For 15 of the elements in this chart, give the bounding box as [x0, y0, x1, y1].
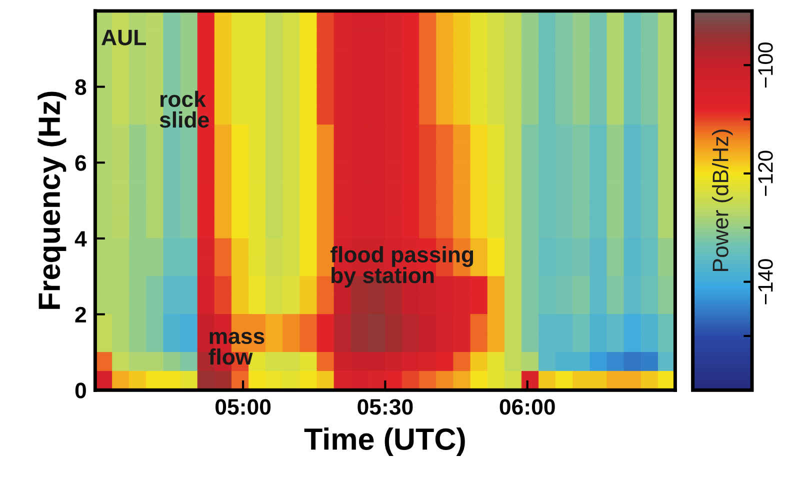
color-bar-label: −100 — [758, 42, 773, 88]
y-tick-label: 4 — [74, 231, 87, 247]
color-bar-title: Power (dB/Hz) — [712, 130, 733, 271]
y-axis-title: Frequency (Hz) — [38, 92, 66, 309]
color-bar-label: −140 — [758, 259, 773, 304]
y-tick-label: 2 — [75, 306, 86, 322]
y-tick-label: 8 — [75, 79, 86, 96]
color-bar-label: −120 — [758, 150, 773, 196]
y-tick-label: 6 — [75, 155, 86, 171]
x-tick-label: 05:30 — [358, 399, 413, 415]
x-tick-label: 06:00 — [500, 399, 555, 415]
annotation: AUL — [102, 30, 146, 46]
y-tick-label: 0 — [75, 382, 86, 398]
x-axis-title: Time (UTC) — [304, 428, 465, 456]
x-tick-label: 05:00 — [216, 399, 271, 415]
